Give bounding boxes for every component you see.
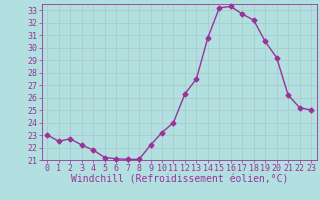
- X-axis label: Windchill (Refroidissement éolien,°C): Windchill (Refroidissement éolien,°C): [70, 175, 288, 185]
